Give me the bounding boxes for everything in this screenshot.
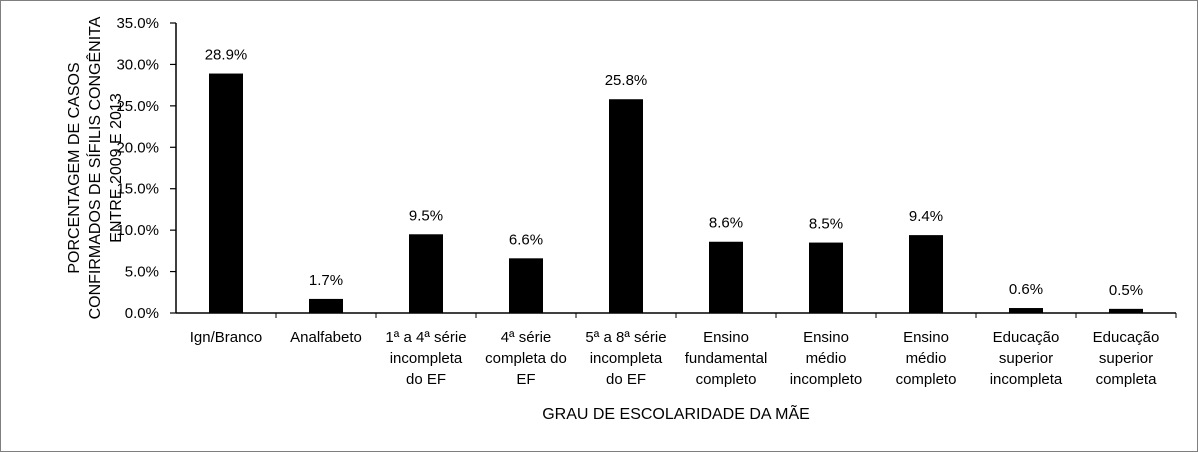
bars	[209, 73, 1143, 314]
category-label-line: incompleta	[990, 371, 1063, 388]
category-label-line: incompleto	[790, 371, 863, 388]
data-label: 0.6%	[1009, 281, 1043, 298]
data-label: 1.7%	[309, 272, 343, 289]
category-label-line: Ensino	[903, 329, 949, 346]
category-label-line: do EF	[606, 371, 646, 388]
category-label: Ensino médio completo	[896, 329, 957, 388]
y-tick-label: 10.0%	[116, 222, 159, 239]
y-tick-label: 25.0%	[116, 98, 159, 115]
bar	[309, 298, 343, 313]
y-tick-label: 15.0%	[116, 181, 159, 198]
category-label: Ign/Branco	[190, 329, 263, 346]
category-label-line: Ign/Branco	[190, 329, 263, 346]
category-label: 4ª série completa do EF	[485, 329, 567, 388]
data-label: 0.5%	[1109, 282, 1143, 299]
x-axis-title: GRAU DE ESCOLARIDADE DA MÃE	[542, 403, 810, 423]
y-tick-label: 5.0%	[125, 264, 159, 281]
data-label: 8.6%	[709, 215, 743, 232]
y-tick-label: 35.0%	[116, 15, 159, 32]
category-label-line: do EF	[406, 371, 446, 388]
data-label: 6.6%	[509, 231, 543, 248]
y-axis-title-line: PORCENTAGEM DE CASOS	[66, 62, 83, 273]
category-label-line: fundamental	[685, 350, 768, 367]
bar	[1109, 308, 1143, 313]
bar	[809, 242, 843, 313]
category-label-line: incompleta	[390, 350, 463, 367]
data-label: 8.5%	[809, 216, 843, 233]
category-label-line: EF	[516, 371, 535, 388]
category-label-line: médio	[906, 350, 947, 367]
bar	[409, 234, 443, 313]
category-label-line: Educação	[993, 329, 1060, 346]
category-label-line: completo	[696, 371, 757, 388]
y-tick-label: 0.0%	[125, 305, 159, 322]
y-axis-title-line: CONFIRMADOS DE SÍFILIS CONGÊNITA	[85, 16, 104, 319]
y-axis-ticks: 0.0% 5.0% 10.0% 15.0% 20.0% 25.0% 30.0% 35.0%	[116, 15, 176, 322]
category-label: 5ª a 8ª série incompleta do EF	[585, 329, 666, 388]
category-label: Ensino fundamental completo	[685, 329, 768, 388]
data-labels: 28.9% 1.7% 9.5% 6.6% 25.8% 8.6% 8.5% 9.4% 0.6% 0.…	[205, 47, 1143, 299]
bar	[209, 73, 243, 314]
bar	[709, 241, 743, 313]
data-label: 9.4%	[909, 208, 943, 225]
category-label-line: Ensino	[803, 329, 849, 346]
category-label-line: superior	[999, 350, 1053, 367]
category-labels: Ign/Branco Analfabeto 1ª a 4ª série incompl…	[190, 313, 1177, 388]
category-label-line: Ensino	[703, 329, 749, 346]
category-label-line: 4ª série	[501, 329, 552, 346]
category-label-line: superior	[1099, 350, 1153, 367]
data-label: 25.8%	[605, 72, 648, 89]
data-label: 9.5%	[409, 207, 443, 224]
bar	[1009, 308, 1043, 313]
bar	[509, 258, 543, 313]
category-label-line: completa	[1096, 371, 1158, 388]
category-label-line: 1ª a 4ª série	[385, 329, 466, 346]
y-tick-label: 30.0%	[116, 56, 159, 73]
category-label-line: 5ª a 8ª série	[585, 329, 666, 346]
y-tick-label: 20.0%	[116, 139, 159, 156]
bar	[909, 235, 943, 313]
data-label: 28.9%	[205, 47, 248, 64]
category-label-line: completo	[896, 371, 957, 388]
category-label: Analfabeto	[290, 329, 362, 346]
category-label-line: completa do	[485, 350, 567, 367]
category-label-line: incompleta	[590, 350, 663, 367]
bar	[609, 99, 643, 313]
category-label-line: Analfabeto	[290, 329, 362, 346]
category-label-line: médio	[806, 350, 847, 367]
y-axis-title: PORCENTAGEM DE CASOS CONFIRMADOS DE SÍFIL…	[66, 16, 125, 319]
category-label: Educação superior incompleta	[990, 329, 1063, 388]
category-label: 1ª a 4ª série incompleta do EF	[385, 329, 466, 388]
category-label: Ensino médio incompleto	[790, 329, 863, 388]
category-label-line: Educação	[1093, 329, 1160, 346]
category-label: Educação superior completa	[1093, 329, 1160, 388]
y-axis-title-line: ENTRE 2009 E 2013	[108, 93, 125, 243]
